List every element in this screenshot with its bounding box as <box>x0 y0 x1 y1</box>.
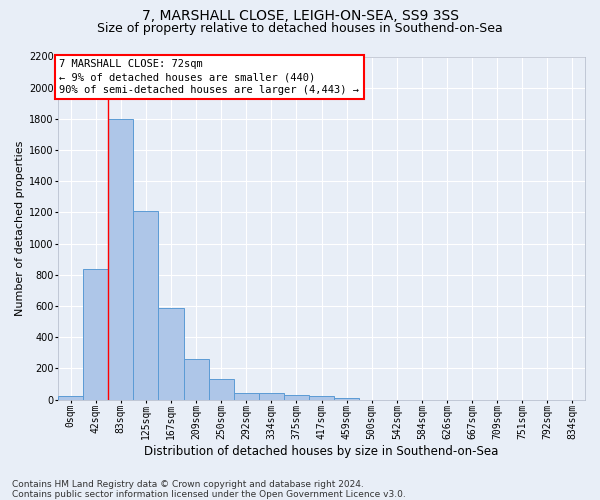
Bar <box>259 392 284 400</box>
Bar <box>184 359 209 400</box>
Text: Size of property relative to detached houses in Southend-on-Sea: Size of property relative to detached ho… <box>97 22 503 35</box>
Bar <box>284 395 309 400</box>
Bar <box>334 398 359 400</box>
Bar <box>83 268 108 400</box>
Text: Contains HM Land Registry data © Crown copyright and database right 2024.
Contai: Contains HM Land Registry data © Crown c… <box>12 480 406 499</box>
Text: 7 MARSHALL CLOSE: 72sqm
← 9% of detached houses are smaller (440)
90% of semi-de: 7 MARSHALL CLOSE: 72sqm ← 9% of detached… <box>59 59 359 96</box>
Bar <box>158 308 184 400</box>
Bar <box>133 211 158 400</box>
X-axis label: Distribution of detached houses by size in Southend-on-Sea: Distribution of detached houses by size … <box>145 444 499 458</box>
Text: 7, MARSHALL CLOSE, LEIGH-ON-SEA, SS9 3SS: 7, MARSHALL CLOSE, LEIGH-ON-SEA, SS9 3SS <box>142 9 458 23</box>
Bar <box>209 380 234 400</box>
Bar <box>309 396 334 400</box>
Y-axis label: Number of detached properties: Number of detached properties <box>15 140 25 316</box>
Bar <box>58 396 83 400</box>
Bar <box>234 392 259 400</box>
Bar <box>108 119 133 400</box>
